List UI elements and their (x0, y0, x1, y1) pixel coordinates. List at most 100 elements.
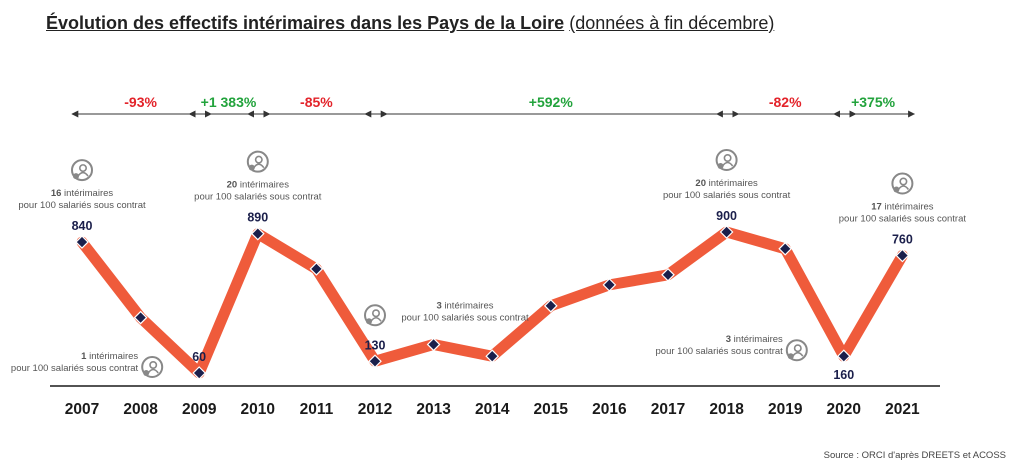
annotation-2020-person-icon-ring (785, 339, 808, 362)
point-marker-2009 (192, 366, 207, 380)
annotation-2012-person-icon (364, 304, 386, 327)
annotation-2012-unit: intérimaires (442, 300, 494, 311)
annotation-2018-line1: 20 intérimaires (695, 178, 758, 189)
tick-label-2015: 2015 (534, 401, 569, 418)
annotation-2010-person-icon-head (254, 155, 263, 164)
annotation-2007-count: 16 (51, 188, 62, 199)
tick-label-2016: 2016 (592, 401, 627, 418)
annotation-2007-person-icon-head (79, 164, 88, 173)
annotation-2007-line2: pour 100 salariés sous contrat (18, 200, 146, 211)
annotation-2018-person-icon-ring (715, 149, 738, 171)
title-subtitle: (données à fin décembre) (569, 13, 775, 33)
point-marker-2020 (836, 349, 851, 364)
annotation-2009-line1: 1 intérimaires (81, 351, 138, 362)
period-label-5: +375% (851, 94, 896, 110)
data-label-2009: 60 (192, 350, 206, 364)
annotation-2007-line1: 16 intérimaires (51, 188, 114, 199)
annotation-2021-person-icon-dot (893, 186, 900, 193)
point-marker-2018 (719, 225, 734, 239)
annotation-2010-line2: pour 100 salariés sous contrat (194, 192, 322, 203)
annotation-2018-person-icon-head (723, 154, 732, 163)
data-label-2021: 760 (892, 233, 913, 247)
annotation-2021-person-icon-ring (891, 172, 914, 195)
annotation-2012-line2: pour 100 salariés sous contrat (401, 312, 529, 323)
annotation-2012-person-icon-dot (366, 318, 372, 325)
annotation-2007-person-icon-dot (73, 173, 79, 180)
tick-label-2018: 2018 (709, 401, 744, 418)
tick-label-2009: 2009 (182, 401, 217, 418)
tick-label-2010: 2010 (241, 401, 275, 418)
annotation-2018-person-icon (715, 149, 738, 171)
annotation-2021-line2: pour 100 salariés sous contrat (839, 214, 967, 225)
annotation-2009-person-icon-head (149, 360, 158, 369)
annotation-2021-count: 17 (871, 202, 882, 213)
tick-label-2008: 2008 (123, 401, 158, 418)
annotation-2020-count: 3 (726, 334, 731, 345)
annotation-2018-line2: pour 100 salariés sous contrat (663, 190, 791, 201)
annotation-2018-unit: intérimaires (706, 178, 758, 189)
annotation-2021-person-icon-body (897, 185, 910, 190)
point-marker-2008 (133, 310, 148, 325)
annotation-2012-count: 3 (436, 300, 441, 311)
annotation-2009-person-icon-body (147, 368, 159, 374)
annotation-2010-person-icon-dot (248, 164, 255, 171)
annotation-2009-person-icon (141, 356, 164, 378)
annotation-2020-person-icon-dot (787, 353, 794, 360)
period-label-0: -93% (124, 94, 157, 110)
x-axis-tick-labels: 2007 2008 2009 2010 2011 2012 2013 2014 2015 2016… (65, 401, 920, 418)
period-label-4: -82% (769, 94, 802, 110)
point-marker-2007 (75, 235, 89, 249)
annotation-2012-person-icon-head (371, 309, 380, 318)
data-labels: 840 60 890 130 900 160 760 (72, 209, 913, 382)
tick-label-2014: 2014 (475, 401, 510, 418)
annotation-2009-person-icon-ring (141, 356, 164, 378)
annotation-2012-line1: 3 intérimaires (436, 300, 493, 311)
annotation-2020-line2: pour 100 salariés sous contrat (656, 346, 784, 357)
point-marker-2015 (543, 299, 558, 313)
annotation-2009-count: 1 (81, 351, 87, 362)
tick-label-2007: 2007 (65, 401, 99, 418)
point-markers (75, 225, 910, 380)
annotation-2020-person-icon (785, 339, 808, 362)
annotation-2018-person-icon-dot (717, 163, 724, 169)
annotation-2012-person-icon-ring (364, 304, 386, 327)
data-label-2007: 840 (72, 219, 93, 233)
period-label-3: +592% (529, 94, 574, 110)
annotation-2010-line1: 20 intérimaires (227, 180, 290, 191)
annotation-2021-person-icon (891, 172, 914, 195)
annotation-2020-unit: intérimaires (731, 334, 783, 345)
annotation-2010-count: 20 (227, 180, 238, 191)
annotation-2007-person-icon-ring (71, 159, 93, 182)
tick-label-2021: 2021 (885, 401, 920, 418)
tick-label-2020: 2020 (827, 401, 861, 418)
period-label-1: +1 383% (201, 94, 257, 110)
annotation-2018-person-icon-body (721, 161, 734, 167)
tick-label-2017: 2017 (651, 401, 685, 418)
annotation-2021-person-icon-head (899, 177, 908, 186)
annotation-2007-unit: intérimaires (61, 188, 113, 199)
period-label-2: -85% (300, 94, 333, 110)
annotation-2012-person-icon-body (370, 316, 382, 322)
point-marker-2010 (250, 226, 265, 241)
annotation-2009-line2: pour 100 salariés sous contrat (11, 363, 139, 374)
data-label-2010: 890 (247, 211, 268, 225)
annotation-2020-person-icon-body (792, 351, 804, 357)
annotation-2010-person-icon-body (253, 163, 265, 169)
annotation-2010-unit: intérimaires (237, 180, 289, 191)
data-label-2018: 900 (716, 209, 737, 223)
point-marker-2013 (426, 337, 441, 352)
annotation-2021-unit: intérimaires (882, 202, 934, 213)
source-note: Source : ORCI d'après DREETS et ACOSS (823, 450, 1006, 461)
tick-label-2012: 2012 (358, 401, 392, 418)
annotation-2010-person-icon-ring (246, 150, 269, 173)
chart-title: Évolution des effectifs intérimaires dan… (46, 13, 774, 34)
data-label-2020: 160 (833, 368, 854, 382)
point-marker-2021 (895, 248, 910, 263)
title-main: Évolution des effectifs intérimaires dan… (46, 13, 565, 33)
tick-label-2013: 2013 (416, 401, 451, 418)
point-marker-2019 (778, 241, 793, 256)
point-marker-2017 (661, 267, 675, 282)
annotation-2007-person-icon-body (77, 171, 89, 177)
